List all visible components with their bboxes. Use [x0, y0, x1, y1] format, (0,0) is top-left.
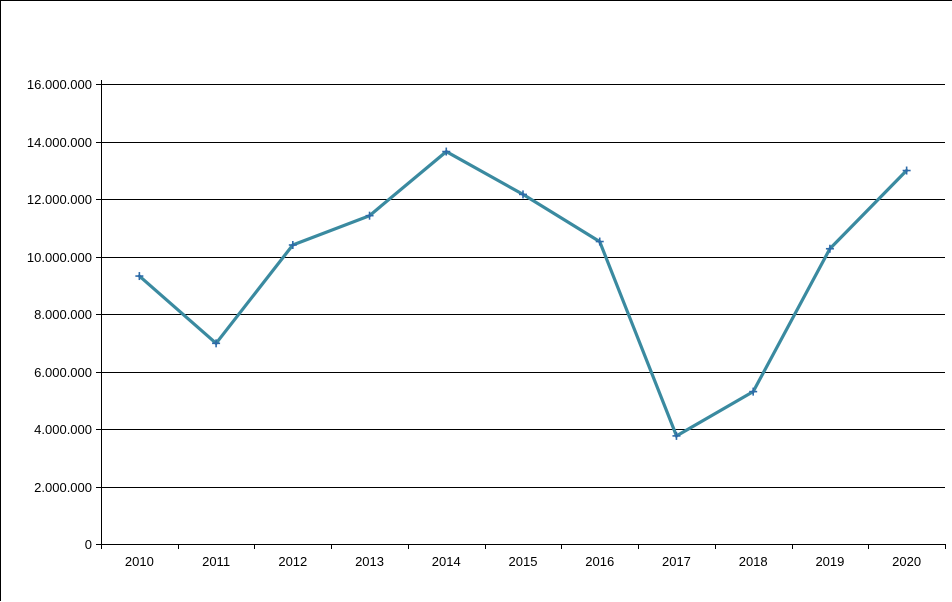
y-tick-label: 8.000.000 — [34, 307, 92, 322]
data-point-marker — [749, 387, 758, 396]
y-tick-label: 2.000.000 — [34, 480, 92, 495]
x-tick-label: 2011 — [202, 554, 230, 569]
data-point-marker — [672, 431, 681, 440]
y-tick-label: 4.000.000 — [34, 422, 92, 437]
y-tick-label: 12.000.000 — [27, 192, 92, 207]
x-tick-label: 2019 — [815, 554, 844, 569]
x-tick-label: 2010 — [125, 554, 154, 569]
y-tick-labels: 0 2.000.000 4.000.000 6.000.000 8.000.000 10.… — [27, 77, 92, 552]
y-tick-label: 16.000.000 — [27, 77, 92, 92]
y-tick-label: 14.000.000 — [27, 135, 92, 150]
data-point-marker — [825, 244, 834, 253]
data-point-marker — [595, 237, 604, 246]
x-tick-label: 2016 — [585, 554, 614, 569]
data-point-marker — [902, 166, 911, 175]
data-markers — [135, 147, 911, 440]
x-tick-label: 2014 — [432, 554, 461, 569]
x-tick-labels: 2010 2011 2012 2013 2014 2015 2016 2017 2018 2019… — [125, 554, 921, 569]
x-tick-label: 2013 — [355, 554, 384, 569]
x-tick-label: 2020 — [892, 554, 921, 569]
x-tick-label: 2018 — [739, 554, 768, 569]
axes — [96, 80, 946, 549]
data-point-marker — [442, 147, 451, 156]
data-point-marker — [288, 241, 297, 249]
x-tick-label: 2017 — [662, 554, 691, 569]
data-point-marker — [212, 339, 221, 348]
data-point-marker — [365, 211, 374, 220]
y-tick-label: 6.000.000 — [34, 365, 92, 380]
y-tick-label: 0 — [85, 537, 92, 552]
data-point-marker — [135, 272, 144, 281]
data-point-marker — [519, 190, 527, 199]
gridlines — [101, 84, 945, 488]
x-tick-label: 2015 — [509, 554, 538, 569]
x-tick-label: 2012 — [278, 554, 307, 569]
y-tick-label: 10.000.000 — [27, 250, 92, 265]
